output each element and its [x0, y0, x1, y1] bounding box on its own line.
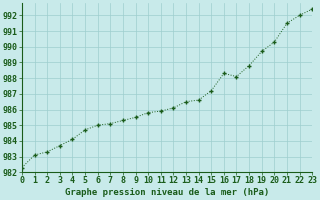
X-axis label: Graphe pression niveau de la mer (hPa): Graphe pression niveau de la mer (hPa)	[65, 188, 269, 197]
